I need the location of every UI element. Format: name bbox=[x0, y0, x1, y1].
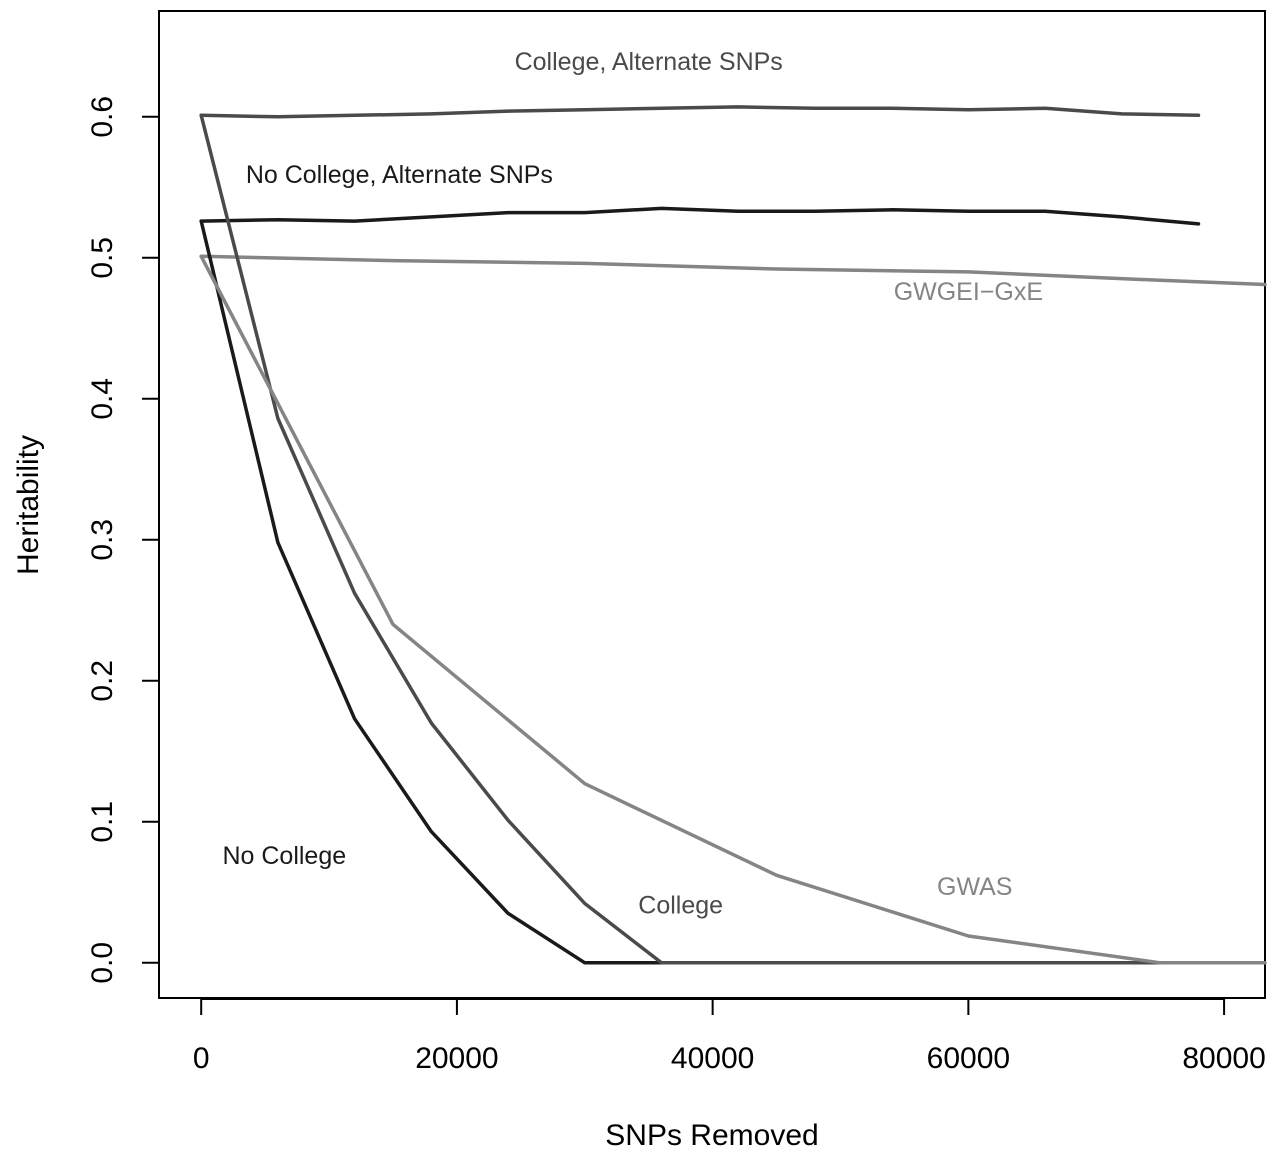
x-tick-label: 80000 bbox=[1182, 1042, 1265, 1075]
series-label-gwgei-gxe: GWGEI−GxE bbox=[894, 278, 1043, 306]
series-line-gwgei-gxe bbox=[199, 254, 1267, 287]
series-label-gwas: GWAS bbox=[937, 873, 1012, 901]
annotation-layer: College, Alternate SNPs No College, Alter… bbox=[222, 48, 1043, 919]
x-tick-label: 40000 bbox=[671, 1042, 754, 1075]
x-axis: 0 20000 40000 60000 80000 bbox=[193, 998, 1266, 1075]
y-tick-label: 0.1 bbox=[86, 801, 119, 843]
y-tick-label: 0.0 bbox=[86, 942, 119, 984]
series-label-college-alternate-snps: College, Alternate SNPs bbox=[515, 48, 783, 76]
y-tick-label: 0.4 bbox=[86, 378, 119, 420]
x-tick-label: 0 bbox=[193, 1042, 210, 1075]
y-tick-label: 0.5 bbox=[86, 237, 119, 279]
y-tick-label: 0.3 bbox=[86, 519, 119, 561]
series-label-college: College bbox=[638, 891, 723, 919]
x-tick-label: 20000 bbox=[415, 1042, 498, 1075]
series-line-college-alternate-snps bbox=[199, 105, 1201, 119]
x-axis-title: SNPs Removed bbox=[605, 1119, 818, 1152]
series-line-college bbox=[199, 113, 1201, 965]
series-label-no-college: No College bbox=[222, 842, 346, 870]
y-tick-label: 0.2 bbox=[86, 660, 119, 702]
series-line-gwas bbox=[199, 254, 1267, 965]
series-line-no-college-alternate-snps bbox=[199, 206, 1201, 226]
series-layer bbox=[199, 105, 1267, 965]
y-tick-label: 0.6 bbox=[86, 96, 119, 138]
x-tick-label: 60000 bbox=[927, 1042, 1010, 1075]
y-axis-title: Heritability bbox=[12, 435, 45, 575]
series-label-no-college-alternate-snps: No College, Alternate SNPs bbox=[246, 161, 553, 189]
y-axis: 0.0 0.1 0.2 0.3 0.4 0.5 0.6 bbox=[86, 96, 160, 984]
